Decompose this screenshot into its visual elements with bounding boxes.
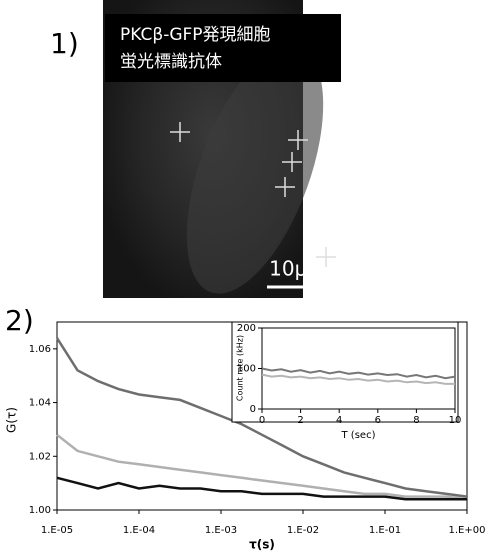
overlay-box [105,14,341,82]
markers [170,122,336,267]
y-tick-label: 0 [250,404,256,415]
cross [170,122,190,142]
series-line [261,367,456,380]
y-tick-label: 200 [237,323,256,334]
image-panel: PKCβ-GFP発現細胞 蛍光標識抗体 1) 10μm [50,0,341,298]
panel-label: 2) [5,304,34,337]
cross [282,152,302,172]
cross [316,247,336,267]
x-tick-label: 1.E-05 [41,525,73,536]
x-tick-label: 1.E-04 [123,525,155,536]
x-tick-label: 2 [297,415,303,426]
series-line [55,337,468,498]
cross [275,177,295,197]
x-tick-label: 8 [413,415,419,426]
y-axis-label: G(τ) [5,407,19,433]
y-axis-label: Count rate (kHz) [236,335,245,401]
overlay-text: PKCβ-GFP発現細胞 [120,25,271,45]
y-tick-label: 1.06 [29,344,51,355]
scale-label: 10μm [269,257,327,281]
x-tick-label: 10 [449,415,462,426]
y-tick-label: 100 [237,364,256,375]
x-tick-label: 1.E+00 [449,525,486,536]
overlay-text: 蛍光標識抗体 [120,52,222,72]
cross [288,130,308,150]
x-tick-label: 4 [336,415,342,426]
panel-label: 1) [50,27,79,60]
x-tick-label: 1.E-03 [205,525,237,536]
x-tick-label: 1.E-02 [287,525,319,536]
series-line [56,433,468,501]
cell-body [186,46,324,294]
series-line [56,476,467,501]
x-tick-label: 0 [259,415,265,426]
y-tick-label: 1.00 [29,505,51,516]
series-line [261,373,455,385]
x-axis-label: τ(s) [249,538,275,552]
x-tick-label: 6 [375,415,381,426]
y-tick-label: 1.02 [29,451,51,462]
x-tick-label: 1.E-01 [369,525,401,536]
x-axis-label: T (sec) [341,430,376,441]
y-tick-label: 1.04 [29,398,51,409]
